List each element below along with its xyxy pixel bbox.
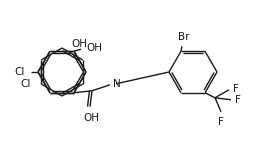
Text: F: F (218, 117, 224, 127)
Text: Br: Br (178, 32, 190, 42)
Text: OH: OH (83, 113, 99, 123)
Text: Cl: Cl (21, 79, 31, 89)
Text: OH: OH (86, 43, 102, 53)
Text: F: F (233, 84, 239, 94)
Text: OH: OH (71, 39, 87, 49)
Text: Cl: Cl (15, 67, 25, 77)
Text: N: N (113, 79, 121, 89)
Text: F: F (235, 95, 241, 105)
